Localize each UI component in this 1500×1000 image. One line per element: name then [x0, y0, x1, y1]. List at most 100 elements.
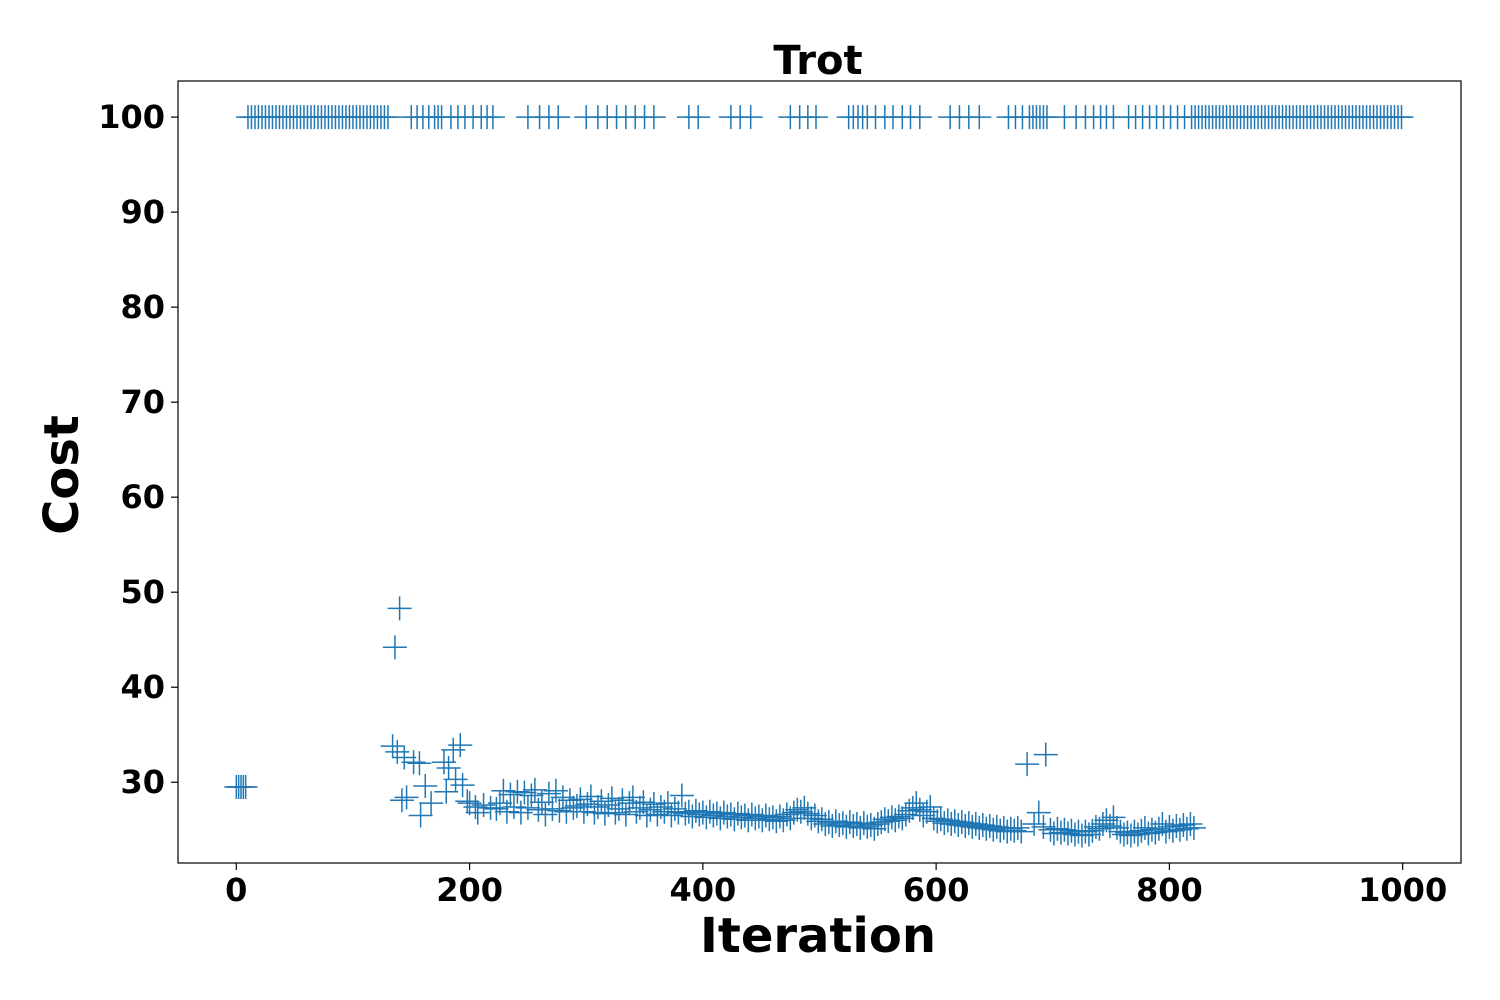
y-tick-label: 70 — [120, 383, 165, 421]
data-point — [1045, 816, 1070, 841]
data-point — [655, 791, 680, 816]
data-point — [501, 794, 526, 819]
data-point — [1009, 819, 1034, 844]
data-point — [851, 811, 876, 836]
data-point — [785, 797, 810, 822]
data-point — [613, 802, 638, 827]
data-point — [697, 799, 722, 824]
data-point — [781, 800, 806, 825]
data-point — [1002, 818, 1027, 843]
data-point — [722, 807, 747, 832]
data-point — [394, 785, 419, 810]
x-tick-label: 600 — [903, 871, 970, 909]
data-point — [998, 816, 1023, 841]
data-point — [533, 802, 558, 827]
data-point — [816, 810, 841, 835]
x-tick-label: 800 — [1136, 871, 1203, 909]
data-point — [746, 804, 771, 829]
data-point — [1157, 814, 1182, 839]
data-point — [1052, 817, 1077, 842]
data-point — [505, 779, 530, 804]
data-point — [686, 105, 711, 130]
data-point — [883, 808, 908, 833]
data-point — [436, 755, 461, 780]
data-point — [1160, 818, 1185, 843]
data-point — [543, 778, 568, 803]
data-point — [764, 809, 789, 834]
data-point — [834, 814, 859, 839]
data-point — [578, 784, 603, 809]
data-point — [610, 788, 635, 813]
data-point — [1080, 818, 1105, 843]
data-point — [738, 105, 763, 130]
data-point — [491, 778, 516, 803]
data-point — [858, 812, 883, 837]
data-point — [711, 800, 736, 825]
data-point — [1026, 800, 1051, 825]
y-tick-label: 90 — [120, 193, 165, 231]
data-point — [431, 750, 456, 775]
data-point — [690, 800, 715, 825]
data-point — [739, 802, 764, 827]
data-point — [1136, 821, 1161, 846]
data-point — [848, 815, 873, 840]
data-point — [385, 739, 410, 764]
data-point — [918, 794, 943, 819]
y-tick-label: 40 — [120, 668, 165, 706]
data-point — [757, 807, 782, 832]
data-point — [1073, 819, 1098, 844]
data-point — [813, 812, 838, 837]
data-point — [949, 810, 974, 835]
data-point — [1164, 813, 1189, 838]
data-point — [515, 795, 540, 820]
data-point — [546, 105, 571, 130]
data-point — [1139, 817, 1164, 842]
data-point — [638, 797, 663, 822]
data-point — [701, 803, 726, 828]
data-point — [641, 105, 666, 130]
data-point — [1033, 742, 1058, 767]
data-point — [508, 800, 533, 825]
data-point — [879, 805, 904, 830]
x-tick-label: 1000 — [1358, 871, 1447, 909]
data-point — [443, 767, 468, 792]
data-point — [387, 596, 412, 621]
data-point — [872, 807, 897, 832]
data-point — [921, 806, 946, 831]
data-point — [662, 796, 687, 821]
data-point — [540, 796, 565, 821]
data-point — [694, 805, 719, 830]
x-tick-label: 400 — [669, 871, 736, 909]
data-point — [1174, 816, 1199, 841]
data-point — [448, 733, 473, 758]
data-point — [1005, 815, 1030, 840]
data-point — [788, 799, 813, 824]
data-point — [519, 783, 544, 808]
data-point — [981, 817, 1006, 842]
data-point — [939, 812, 964, 837]
data-point — [953, 813, 978, 838]
data-point — [401, 750, 426, 775]
data-point — [582, 800, 607, 825]
y-tick-label: 100 — [98, 98, 165, 136]
data-point — [434, 779, 459, 804]
data-point — [1083, 814, 1108, 839]
data-point — [729, 805, 754, 830]
data-point — [732, 803, 757, 828]
data-point — [624, 799, 649, 824]
data-point — [907, 797, 932, 822]
data-point — [233, 774, 258, 799]
data-point — [928, 807, 953, 832]
data-point — [1118, 823, 1143, 848]
data-point — [967, 105, 992, 130]
data-point — [547, 798, 572, 823]
x-axis-label: Iteration — [700, 908, 936, 964]
data-point — [809, 807, 834, 832]
data-point — [974, 816, 999, 841]
data-point — [585, 794, 610, 819]
data-point — [830, 811, 855, 836]
data-point — [743, 806, 768, 831]
data-point — [392, 745, 417, 770]
